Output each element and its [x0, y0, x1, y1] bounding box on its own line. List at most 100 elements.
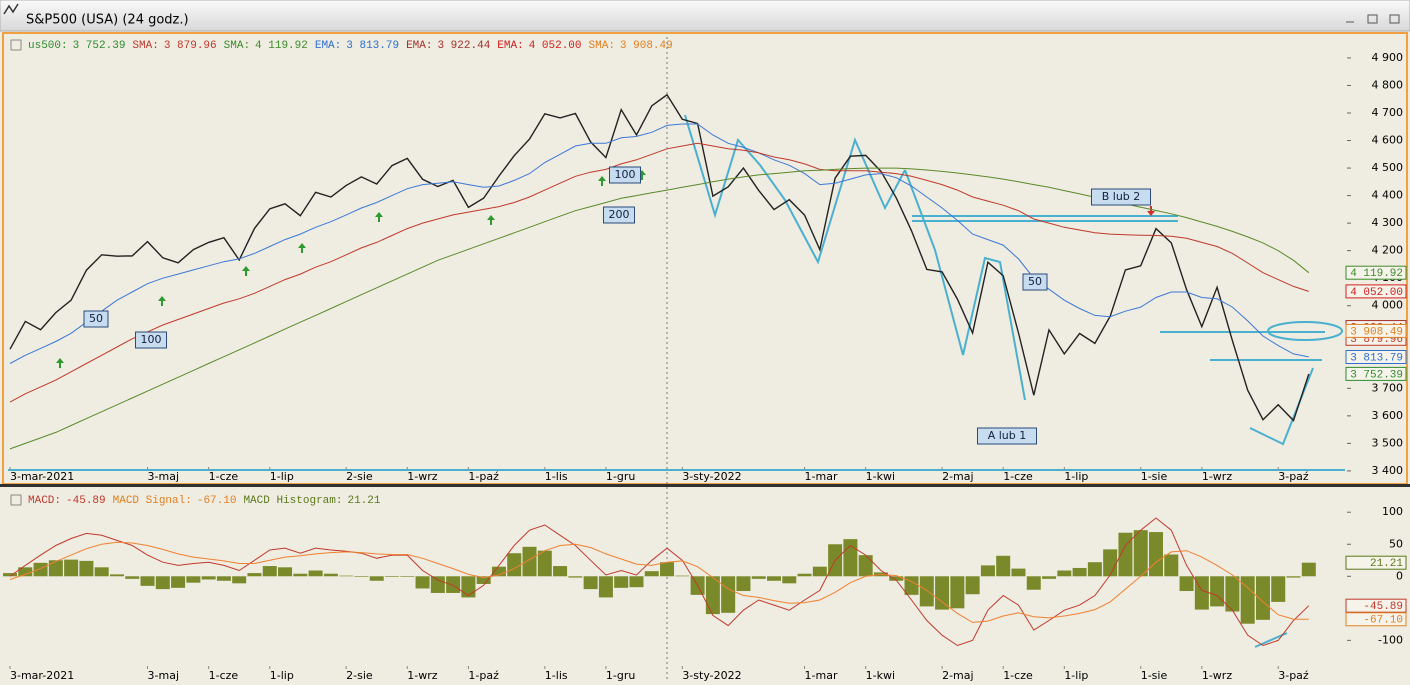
histogram-bar [415, 576, 430, 589]
value-tag-label: 3 752.39 [1350, 369, 1403, 381]
histogram-bar [293, 573, 308, 577]
annotation-box [83, 310, 109, 328]
x-tick-label: 1-wrz [407, 470, 437, 483]
y-tick-label: 100 [1382, 505, 1403, 518]
legend-name: SMA: [224, 40, 250, 52]
x-tick-label: 1-lis [545, 470, 568, 483]
indicator-header: MACD: -45.89 MACD Signal: -67.10 MACD Histog… [28, 495, 381, 507]
legend-name: MACD Signal: [113, 495, 192, 507]
histogram-bar [171, 576, 186, 588]
value-tag-label: 4 119.92 [1350, 268, 1403, 280]
panel-separator [0, 484, 1410, 487]
histogram-bar [216, 576, 231, 581]
histogram-bar [446, 576, 461, 593]
restore-button[interactable] [1367, 14, 1378, 24]
legend-name: EMA: [497, 40, 523, 52]
legend-name: SMA: [589, 40, 615, 52]
indicator-line [9, 142, 1309, 403]
x-tick-label: 1-gru [606, 470, 635, 483]
histogram-bar [385, 576, 399, 577]
x-tick-label: 1-lis [545, 669, 568, 682]
y-tick-label: 4 300 [1372, 216, 1404, 229]
buy-arrow [298, 243, 306, 253]
histogram-bar [1164, 554, 1179, 577]
drawn-zigzag [904, 169, 1026, 401]
x-tick-label: 1-paź [468, 470, 499, 483]
histogram-bar [1149, 532, 1163, 577]
annotation: 100 [615, 168, 636, 181]
x-tick-label: 1-lip [270, 470, 294, 483]
y-tick-label: 4 700 [1372, 106, 1404, 119]
histogram-bar [1133, 530, 1148, 577]
legend-name: us500: [28, 40, 68, 52]
buy-arrow [487, 215, 495, 225]
histogram-bar [79, 560, 94, 577]
histogram-bar [904, 576, 919, 595]
value-tag-label: 21.21 [1370, 558, 1403, 570]
histogram-bar [568, 576, 583, 578]
histogram-bar [797, 573, 812, 577]
histogram-bar [140, 576, 155, 586]
histogram-bar [400, 576, 415, 577]
histogram-bar [782, 576, 797, 584]
histogram-bar [583, 576, 598, 590]
x-tick-label: 1-cze [1003, 470, 1033, 483]
buy-arrow [158, 296, 166, 306]
x-tick-label: 1-sie [1141, 669, 1168, 682]
annotation: B lub 2 [1102, 190, 1141, 203]
x-tick-label: 1-lip [1064, 470, 1088, 483]
header-icon [10, 39, 22, 51]
window-buttons[interactable] [1346, 14, 1400, 24]
annotation: A lub 1 [988, 429, 1027, 442]
legend-name: MACD Histogram: [243, 495, 342, 507]
histogram-bar [736, 576, 751, 592]
indicator-header: us500: 3 752.39 SMA: 3 879.96 SMA: 4 119.92 EM… [28, 40, 673, 52]
annotation-box [1091, 188, 1151, 206]
y-tick-label: 4 900 [1372, 51, 1404, 64]
y-tick-label: 3 400 [1372, 464, 1404, 477]
histogram-bar [537, 550, 552, 577]
histogram-bar [1255, 576, 1270, 620]
histogram-bar [553, 566, 568, 577]
histogram-bar [598, 576, 613, 598]
value-tag [1345, 323, 1407, 338]
histogram-bar [1179, 576, 1194, 592]
histogram-bar [1210, 576, 1225, 607]
title-bar [0, 0, 1410, 32]
x-tick-label: 1-kwi [866, 470, 895, 483]
histogram-bar [232, 576, 247, 584]
histogram-bar [64, 559, 79, 577]
x-tick-label: 3-mar-2021 [10, 470, 74, 483]
price-line [9, 93, 1310, 422]
maximize-button[interactable] [1389, 14, 1400, 24]
x-tick-label: 3-maj [148, 470, 179, 483]
x-tick-label: 1-wrz [1202, 470, 1232, 483]
legend-name: EMA: [315, 40, 341, 52]
x-tick-label: 3-sty-2022 [682, 669, 741, 682]
x-tick-label: 1-paź [468, 669, 499, 682]
x-tick-label: 1-lip [270, 669, 294, 682]
legend-value: 4 119.92 [255, 40, 308, 52]
histogram-bar [675, 575, 690, 577]
annotation: 50 [1028, 275, 1042, 288]
value-tag [1345, 598, 1407, 613]
histogram-bar [247, 573, 262, 577]
histogram-bar [660, 562, 675, 577]
y-tick-label: 3 700 [1372, 381, 1404, 394]
x-tick-label: 1-gru [606, 669, 635, 682]
histogram-bar [109, 574, 124, 577]
histogram-bar [201, 576, 216, 580]
x-tick-label: 1-mar [805, 470, 838, 483]
histogram-bar [919, 576, 934, 607]
annotation-box [603, 206, 635, 224]
header-icon [10, 494, 22, 506]
histogram-bar [629, 576, 644, 588]
legend-value: 3 752.39 [73, 40, 126, 52]
histogram-bar [1286, 576, 1301, 578]
x-tick-label: 2-maj [942, 669, 973, 682]
value-tag [1345, 284, 1407, 299]
x-tick-label: 1-mar [805, 669, 838, 682]
legend-value: 3 813.79 [346, 40, 399, 52]
histogram-bar [614, 576, 629, 588]
